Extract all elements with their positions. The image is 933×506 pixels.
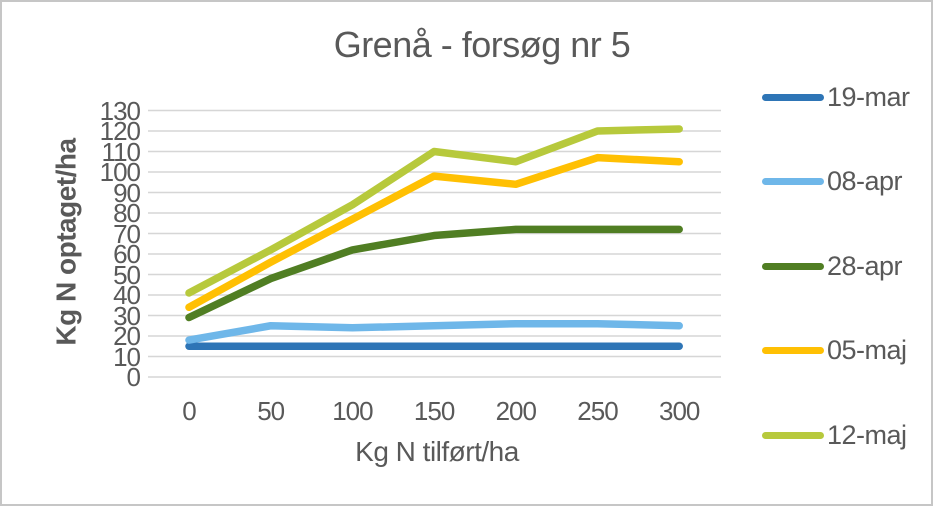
legend-swatch-icon (762, 431, 824, 439)
x-axis-title: Kg N tilført/ha (355, 436, 519, 467)
legend-label: 05-maj (827, 335, 907, 365)
legend-label: 28-apr (827, 250, 903, 281)
y-tick-label: 110 (101, 136, 141, 167)
y-tick-label: 10 (113, 341, 141, 372)
y-tick-label: 90 (113, 177, 141, 208)
x-tick-label: 0 (182, 396, 197, 426)
x-tick-label: 100 (332, 396, 373, 426)
legend-swatch-icon (762, 262, 824, 270)
chart-title: Grenå - forsøg nr 5 (333, 24, 631, 65)
legend-item-19-mar: 19-mar (762, 80, 910, 114)
y-tick-label: 130 (99, 95, 141, 126)
legend-item-08-apr: 08-apr (762, 165, 903, 199)
y-tick-label: 80 (113, 198, 141, 228)
legend-item-28-apr: 28-apr (762, 249, 903, 283)
y-tick-label: 70 (113, 218, 141, 249)
series-line-12-maj (185, 125, 683, 297)
legend-swatch-icon (762, 178, 824, 185)
x-tick-label: 150 (413, 396, 455, 426)
x-tick-label: 200 (495, 396, 537, 426)
legend-item-12-maj: 12-maj (762, 418, 907, 452)
y-tick-label: 100 (99, 157, 141, 187)
legend-label: 19-mar (827, 81, 910, 112)
x-tick-label: 250 (577, 396, 618, 426)
x-tick-label: 50 (257, 396, 285, 426)
series-line-05-maj (185, 153, 683, 312)
y-tick-label: 20 (113, 321, 141, 351)
y-tick-label: 30 (113, 300, 141, 331)
y-tick-label: 120 (99, 116, 141, 146)
legend-swatch-icon (762, 93, 824, 101)
legend-item-05-maj: 05-maj (762, 334, 907, 368)
series-line-08-apr (185, 319, 683, 344)
y-tick-label: 40 (113, 280, 141, 310)
y-tick-label: 60 (113, 239, 141, 269)
series-line-28-apr (185, 225, 683, 322)
legend-label: 12-maj (827, 419, 907, 450)
y-tick-label: 50 (113, 259, 141, 290)
legend-swatch-icon (762, 347, 824, 354)
x-tick-label: 300 (658, 396, 700, 426)
y-tick-label: 0 (126, 362, 141, 392)
legend-label: 08-apr (827, 166, 903, 196)
